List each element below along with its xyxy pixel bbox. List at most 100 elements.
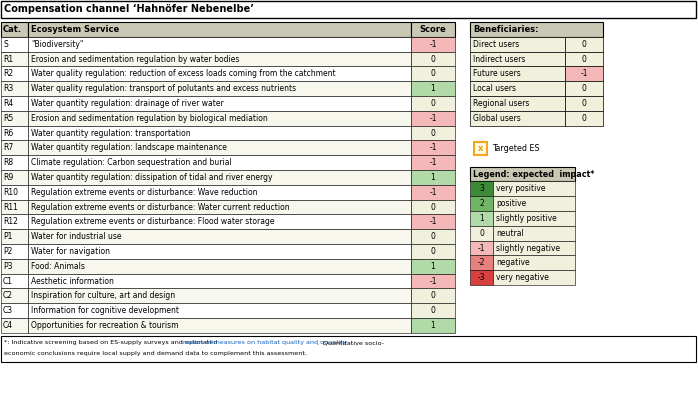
Bar bbox=[411, 66, 455, 81]
Text: slightly positive: slightly positive bbox=[496, 214, 557, 223]
Text: Aesthetic information: Aesthetic information bbox=[31, 276, 114, 286]
Text: 0: 0 bbox=[431, 128, 436, 137]
Text: C1: C1 bbox=[3, 276, 13, 286]
Bar bbox=[1, 141, 28, 155]
Bar bbox=[1, 318, 28, 333]
Text: R7: R7 bbox=[3, 143, 13, 152]
Bar bbox=[565, 96, 603, 111]
Bar bbox=[1, 155, 28, 170]
Bar bbox=[1, 126, 28, 141]
Text: 1: 1 bbox=[479, 214, 484, 223]
Text: P3: P3 bbox=[3, 262, 13, 271]
Text: Regulation extreme events or disturbance: Flood water storage: Regulation extreme events or disturbance… bbox=[31, 217, 274, 226]
Bar bbox=[28, 81, 411, 96]
Text: R3: R3 bbox=[3, 84, 13, 93]
Bar bbox=[565, 52, 603, 66]
Text: 0: 0 bbox=[431, 69, 436, 78]
Bar bbox=[28, 303, 411, 318]
Text: R4: R4 bbox=[3, 99, 13, 108]
Text: 0: 0 bbox=[431, 202, 436, 212]
Text: -2: -2 bbox=[477, 258, 485, 267]
Text: Direct users: Direct users bbox=[473, 40, 519, 49]
Bar bbox=[28, 22, 411, 37]
Text: Score: Score bbox=[419, 25, 447, 34]
Text: R6: R6 bbox=[3, 128, 13, 137]
Text: Erosion and sedimentation regulation by water bodies: Erosion and sedimentation regulation by … bbox=[31, 55, 239, 63]
Bar bbox=[28, 318, 411, 333]
Bar bbox=[470, 81, 565, 96]
Bar bbox=[411, 200, 455, 215]
Bar bbox=[411, 81, 455, 96]
Text: Local users: Local users bbox=[473, 84, 516, 93]
Text: 0: 0 bbox=[431, 232, 436, 241]
Bar bbox=[1, 229, 28, 244]
Bar bbox=[411, 52, 455, 66]
Text: 1: 1 bbox=[431, 262, 436, 271]
Bar bbox=[1, 66, 28, 81]
Bar bbox=[470, 37, 565, 52]
Bar bbox=[1, 303, 28, 318]
Bar bbox=[1, 37, 28, 52]
Text: C3: C3 bbox=[3, 306, 13, 315]
Text: Water quantity regulation: dissipation of tidal and river energy: Water quantity regulation: dissipation o… bbox=[31, 173, 272, 182]
Text: -1: -1 bbox=[429, 276, 437, 286]
Text: Water for industrial use: Water for industrial use bbox=[31, 232, 121, 241]
Bar bbox=[493, 181, 575, 196]
Text: Water quantity regulation: transportation: Water quantity regulation: transportatio… bbox=[31, 128, 191, 137]
Bar bbox=[411, 22, 455, 37]
Bar bbox=[470, 166, 575, 181]
Text: negative: negative bbox=[496, 258, 530, 267]
Bar bbox=[1, 244, 28, 259]
Text: -1: -1 bbox=[429, 188, 437, 197]
Text: -1: -1 bbox=[429, 158, 437, 167]
Text: -1: -1 bbox=[429, 217, 437, 226]
Text: Water quantity regulation: drainage of river water: Water quantity regulation: drainage of r… bbox=[31, 99, 224, 108]
Text: Future users: Future users bbox=[473, 69, 521, 78]
Text: Cat.: Cat. bbox=[3, 25, 22, 34]
Text: 1: 1 bbox=[431, 84, 436, 93]
Text: 0: 0 bbox=[581, 55, 586, 63]
Text: 0: 0 bbox=[479, 229, 484, 238]
Bar bbox=[411, 288, 455, 303]
Bar bbox=[1, 200, 28, 215]
Text: 0: 0 bbox=[581, 84, 586, 93]
Bar bbox=[1, 81, 28, 96]
Text: Climate regulation: Carbon sequestration and burial: Climate regulation: Carbon sequestration… bbox=[31, 158, 232, 167]
Text: x: x bbox=[478, 143, 483, 153]
Text: 0: 0 bbox=[431, 291, 436, 300]
Text: Ecosystem Service: Ecosystem Service bbox=[31, 25, 119, 34]
Text: Water quantity regulation: landscape maintenance: Water quantity regulation: landscape mai… bbox=[31, 143, 227, 152]
Text: *: Indicative screening based on ES-supply surveys and estimated: *: Indicative screening based on ES-supp… bbox=[4, 340, 219, 345]
Bar bbox=[411, 96, 455, 111]
Bar bbox=[1, 336, 696, 362]
Text: Water for navigation: Water for navigation bbox=[31, 247, 110, 256]
Text: R2: R2 bbox=[3, 69, 13, 78]
Text: very positive: very positive bbox=[496, 184, 546, 193]
Text: P2: P2 bbox=[3, 247, 13, 256]
Text: 0: 0 bbox=[581, 40, 586, 49]
Bar bbox=[28, 37, 411, 52]
Bar bbox=[470, 270, 493, 285]
Text: R1: R1 bbox=[3, 55, 13, 63]
Text: S: S bbox=[3, 40, 8, 49]
Text: C2: C2 bbox=[3, 291, 13, 300]
Bar bbox=[28, 229, 411, 244]
Bar bbox=[493, 226, 575, 241]
Bar bbox=[1, 215, 28, 229]
Bar bbox=[470, 181, 493, 196]
Bar bbox=[1, 259, 28, 274]
Bar bbox=[1, 96, 28, 111]
Bar bbox=[1, 170, 28, 185]
Bar bbox=[28, 170, 411, 185]
Text: neutral: neutral bbox=[496, 229, 524, 238]
Bar bbox=[411, 141, 455, 155]
Bar bbox=[493, 196, 575, 211]
Text: economic conclusions require local supply and demand data to complement this ass: economic conclusions require local suppl… bbox=[4, 351, 307, 356]
Bar bbox=[470, 211, 493, 226]
Text: 0: 0 bbox=[431, 247, 436, 256]
Bar bbox=[28, 141, 411, 155]
Bar bbox=[411, 318, 455, 333]
Bar bbox=[1, 274, 28, 288]
Bar bbox=[1, 52, 28, 66]
Bar bbox=[493, 255, 575, 270]
